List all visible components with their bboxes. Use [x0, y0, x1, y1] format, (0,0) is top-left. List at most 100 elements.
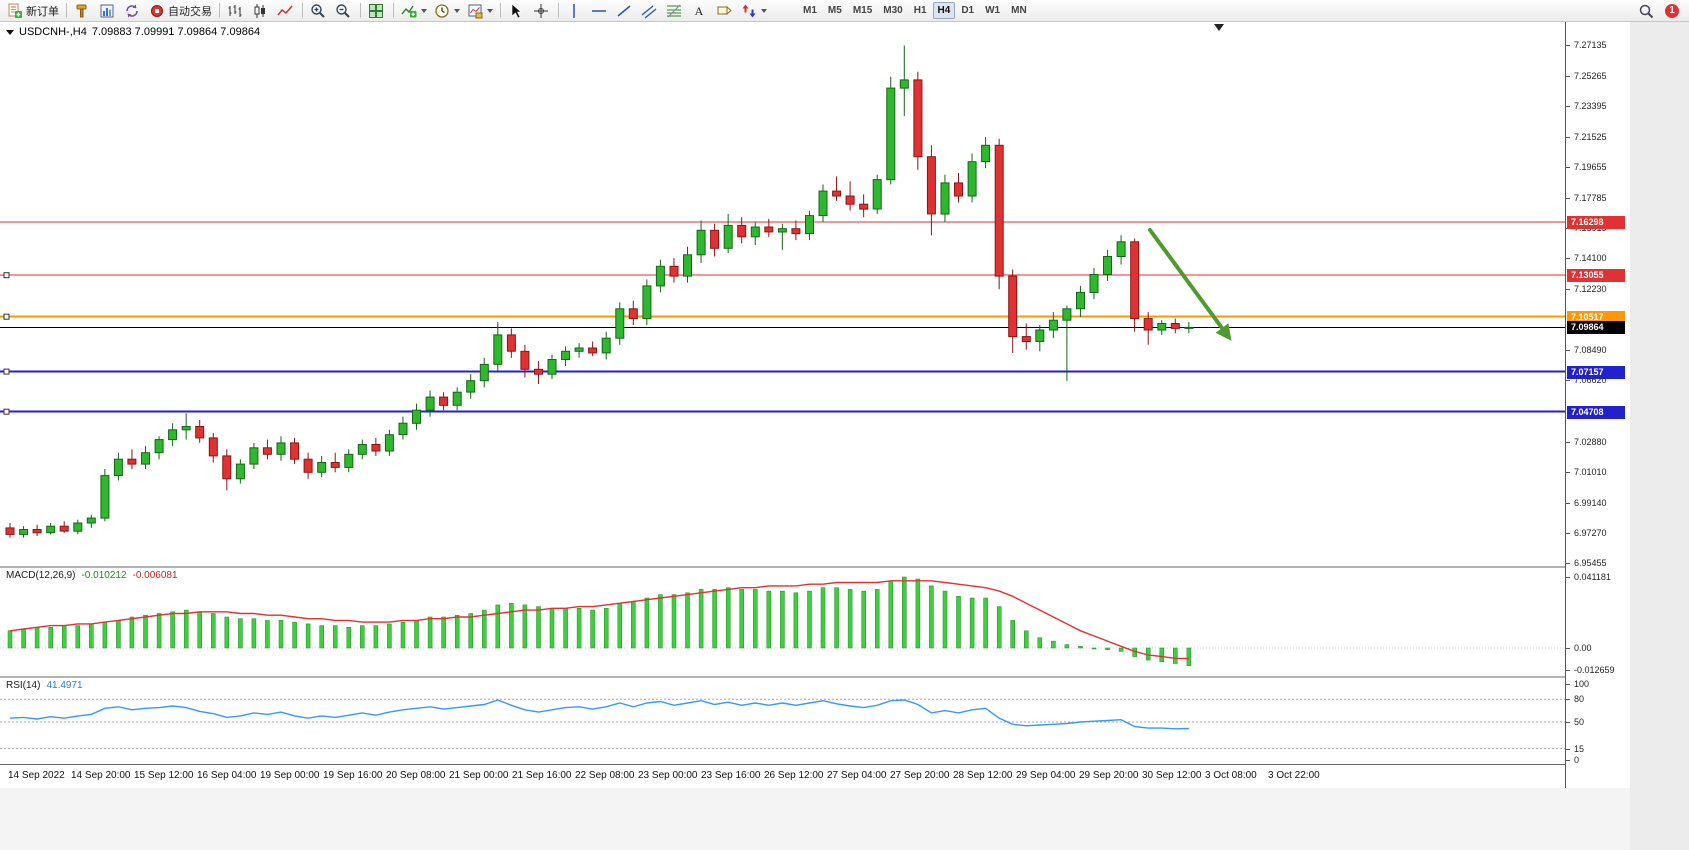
zoom-in-button[interactable] [307, 1, 331, 21]
indicators-button[interactable] [398, 1, 430, 21]
macd-scale-label: 0.00 [1574, 643, 1592, 653]
candle [493, 334, 503, 365]
line-handle[interactable] [3, 408, 10, 415]
zoom-out-button[interactable] [332, 1, 356, 21]
rsi-line [9, 699, 1189, 730]
crosshair-button[interactable] [530, 1, 554, 21]
candlestick-chart-button[interactable] [249, 1, 273, 21]
scale-tick [1566, 45, 1570, 46]
cursor-button[interactable] [505, 1, 529, 21]
time-label: 22 Sep 08:00 [575, 770, 635, 781]
candle [750, 226, 760, 238]
timeframe-w1-button[interactable]: W1 [985, 5, 1001, 16]
candle [832, 190, 842, 197]
candle [19, 529, 29, 535]
candle [141, 452, 150, 465]
label-icon [716, 3, 732, 19]
chart-header: USDCNH-,H4 7.09883 7.09991 7.09864 7.098… [6, 26, 260, 38]
trend-arrow-annotation[interactable] [1148, 228, 1232, 341]
candle [669, 265, 679, 277]
macd-panel[interactable] [0, 568, 1565, 676]
chart-menu-arrow[interactable] [6, 29, 14, 35]
price-scale[interactable]: 7.27135 7.25265 7.23395 7.21525 7.19655 7.177… [1565, 22, 1630, 788]
vertical-line-button[interactable] [563, 1, 587, 21]
timeframe-mn-button[interactable]: MN [1011, 5, 1027, 16]
price-badge-7.10517: 7.10517 [1567, 311, 1625, 324]
timeframe-h4-button[interactable]: H4 [932, 2, 956, 19]
toolbar-separator [500, 3, 501, 18]
refresh-button[interactable] [121, 1, 145, 21]
scale-tick [1566, 577, 1570, 578]
candle [1076, 291, 1085, 310]
line-handle[interactable] [3, 272, 10, 279]
timeframe-m30-button[interactable]: M30 [883, 5, 903, 16]
candle [1130, 241, 1140, 320]
scale-tick [1566, 76, 1570, 77]
search-button[interactable] [1635, 1, 1659, 21]
candle [113, 458, 123, 477]
candle [425, 396, 435, 411]
candle [777, 228, 787, 233]
main-chart[interactable] [0, 22, 1565, 566]
metaeditor-button[interactable] [71, 1, 95, 21]
text-button[interactable]: A [688, 1, 712, 21]
equidistant-channel-button[interactable] [638, 1, 662, 21]
macd-name: MACD(12,26,9) [6, 570, 76, 581]
panel-splitter[interactable] [0, 566, 1630, 568]
rsi-scale-label: 0 [1574, 755, 1580, 765]
periods-button[interactable] [431, 1, 463, 21]
line-handle[interactable] [3, 368, 10, 375]
time-label: 30 Sep 12:00 [1142, 770, 1202, 781]
candle [59, 525, 69, 532]
scale-tick [1566, 258, 1570, 259]
auto-trading-icon [149, 3, 165, 19]
candle [845, 195, 855, 205]
scale-tick [1566, 760, 1570, 761]
line-handle[interactable] [3, 313, 10, 320]
candle [967, 161, 977, 197]
auto-trading-button-label: 自动交易 [168, 5, 212, 18]
trendline-button[interactable] [613, 1, 637, 21]
horizontal-lines [0, 221, 1565, 413]
price-scale-label: 6.99140 [1574, 498, 1607, 508]
arrows-button[interactable] [738, 1, 770, 21]
timeframe-m15-button[interactable]: M15 [852, 5, 873, 16]
candle [642, 285, 652, 320]
chart-shift-marker[interactable] [1214, 24, 1224, 31]
bar-chart-button[interactable] [224, 1, 248, 21]
candle [696, 229, 706, 256]
line-chart-button[interactable] [274, 1, 298, 21]
candle [859, 203, 869, 210]
candle [1035, 329, 1045, 342]
candle [100, 475, 110, 519]
candle [249, 447, 259, 465]
templates-button[interactable] [464, 1, 496, 21]
timeframe-m5-button[interactable]: M5 [827, 5, 842, 16]
price-scale-label: 7.27135 [1574, 40, 1607, 50]
text-label-button[interactable] [713, 1, 737, 21]
candle [1184, 326, 1194, 329]
timeframe-d1-button[interactable]: D1 [961, 5, 975, 16]
auto-trading-button[interactable]: 自动交易 [146, 1, 215, 21]
chevron-down-icon [487, 8, 493, 13]
scale-tick [1566, 749, 1570, 750]
scale-tick [1566, 106, 1570, 107]
new-order-button[interactable]: 新订单 [4, 1, 62, 21]
textA-icon: A [691, 3, 707, 19]
macd-signal-line [9, 580, 1189, 660]
candle [506, 334, 516, 352]
scale-tick [1566, 442, 1570, 443]
timeframe-m1-button[interactable]: M1 [803, 5, 817, 16]
timeframe-h1-button[interactable]: H1 [913, 5, 927, 16]
scale-tick [1566, 289, 1570, 290]
notification-badge[interactable]: 1 [1665, 3, 1679, 18]
tile-windows-button[interactable] [365, 1, 389, 21]
horizontal-line-button[interactable] [588, 1, 612, 21]
time-axis[interactable]: 14 Sep 2022 14 Sep 20:00 15 Sep 12:00 16 Se… [0, 764, 1565, 789]
line-icon [277, 3, 293, 19]
fibonacci-button[interactable] [663, 1, 687, 21]
panel-splitter[interactable] [0, 676, 1630, 678]
rsi-panel[interactable] [0, 678, 1565, 762]
market-watch-button[interactable] [96, 1, 120, 21]
candle [981, 144, 991, 163]
